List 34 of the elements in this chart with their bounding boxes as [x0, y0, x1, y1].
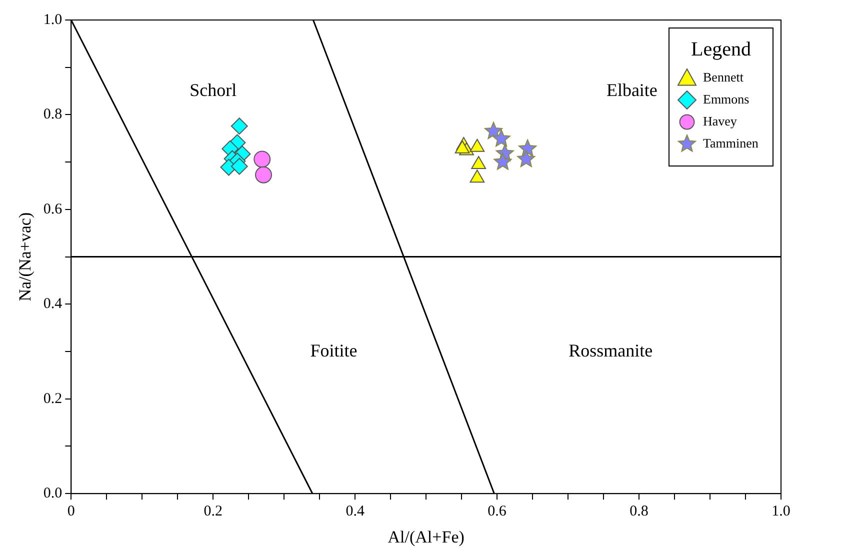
y-tick-label: 0.2 — [43, 390, 62, 407]
x-axis-title: Al/(Al+Fe) — [388, 527, 464, 546]
annotation: Foitite — [310, 340, 358, 360]
x-tick-label: 0 — [67, 504, 75, 520]
point — [254, 150, 271, 168]
legend-label: Havey — [703, 113, 738, 128]
legend-title: Legend — [691, 38, 751, 60]
point — [230, 158, 248, 175]
point — [255, 166, 272, 184]
x-tick-label: 0.2 — [204, 504, 222, 520]
point — [454, 140, 470, 154]
x-tick-label: 1.0 — [772, 504, 790, 520]
point — [517, 150, 536, 168]
y-tick-label: 0.0 — [43, 486, 62, 502]
point — [230, 118, 248, 135]
y-tick-label: 1.0 — [43, 12, 62, 28]
legend-label: Bennett — [703, 69, 744, 84]
x-tick-label: 0.8 — [630, 504, 648, 520]
y-tick-label: 0.4 — [43, 296, 63, 312]
annotation: Rossmanite — [568, 340, 653, 360]
point — [494, 152, 512, 170]
y-tick-label: 0.8 — [43, 106, 62, 123]
x-tick-label: 0.4 — [346, 504, 365, 520]
point — [470, 138, 485, 152]
legend-label: Tamminen — [703, 135, 759, 150]
point — [518, 139, 537, 157]
y-tick-label: 0.6 — [43, 201, 63, 218]
point — [484, 122, 503, 140]
annotation: Schorl — [190, 80, 237, 100]
x-tick-label: 0.6 — [488, 504, 507, 520]
y-axis-title: Na/(Na+vac) — [16, 212, 35, 302]
legend-label: Emmons — [703, 91, 750, 106]
point — [492, 129, 510, 147]
annotation: Elbaite — [606, 80, 658, 100]
